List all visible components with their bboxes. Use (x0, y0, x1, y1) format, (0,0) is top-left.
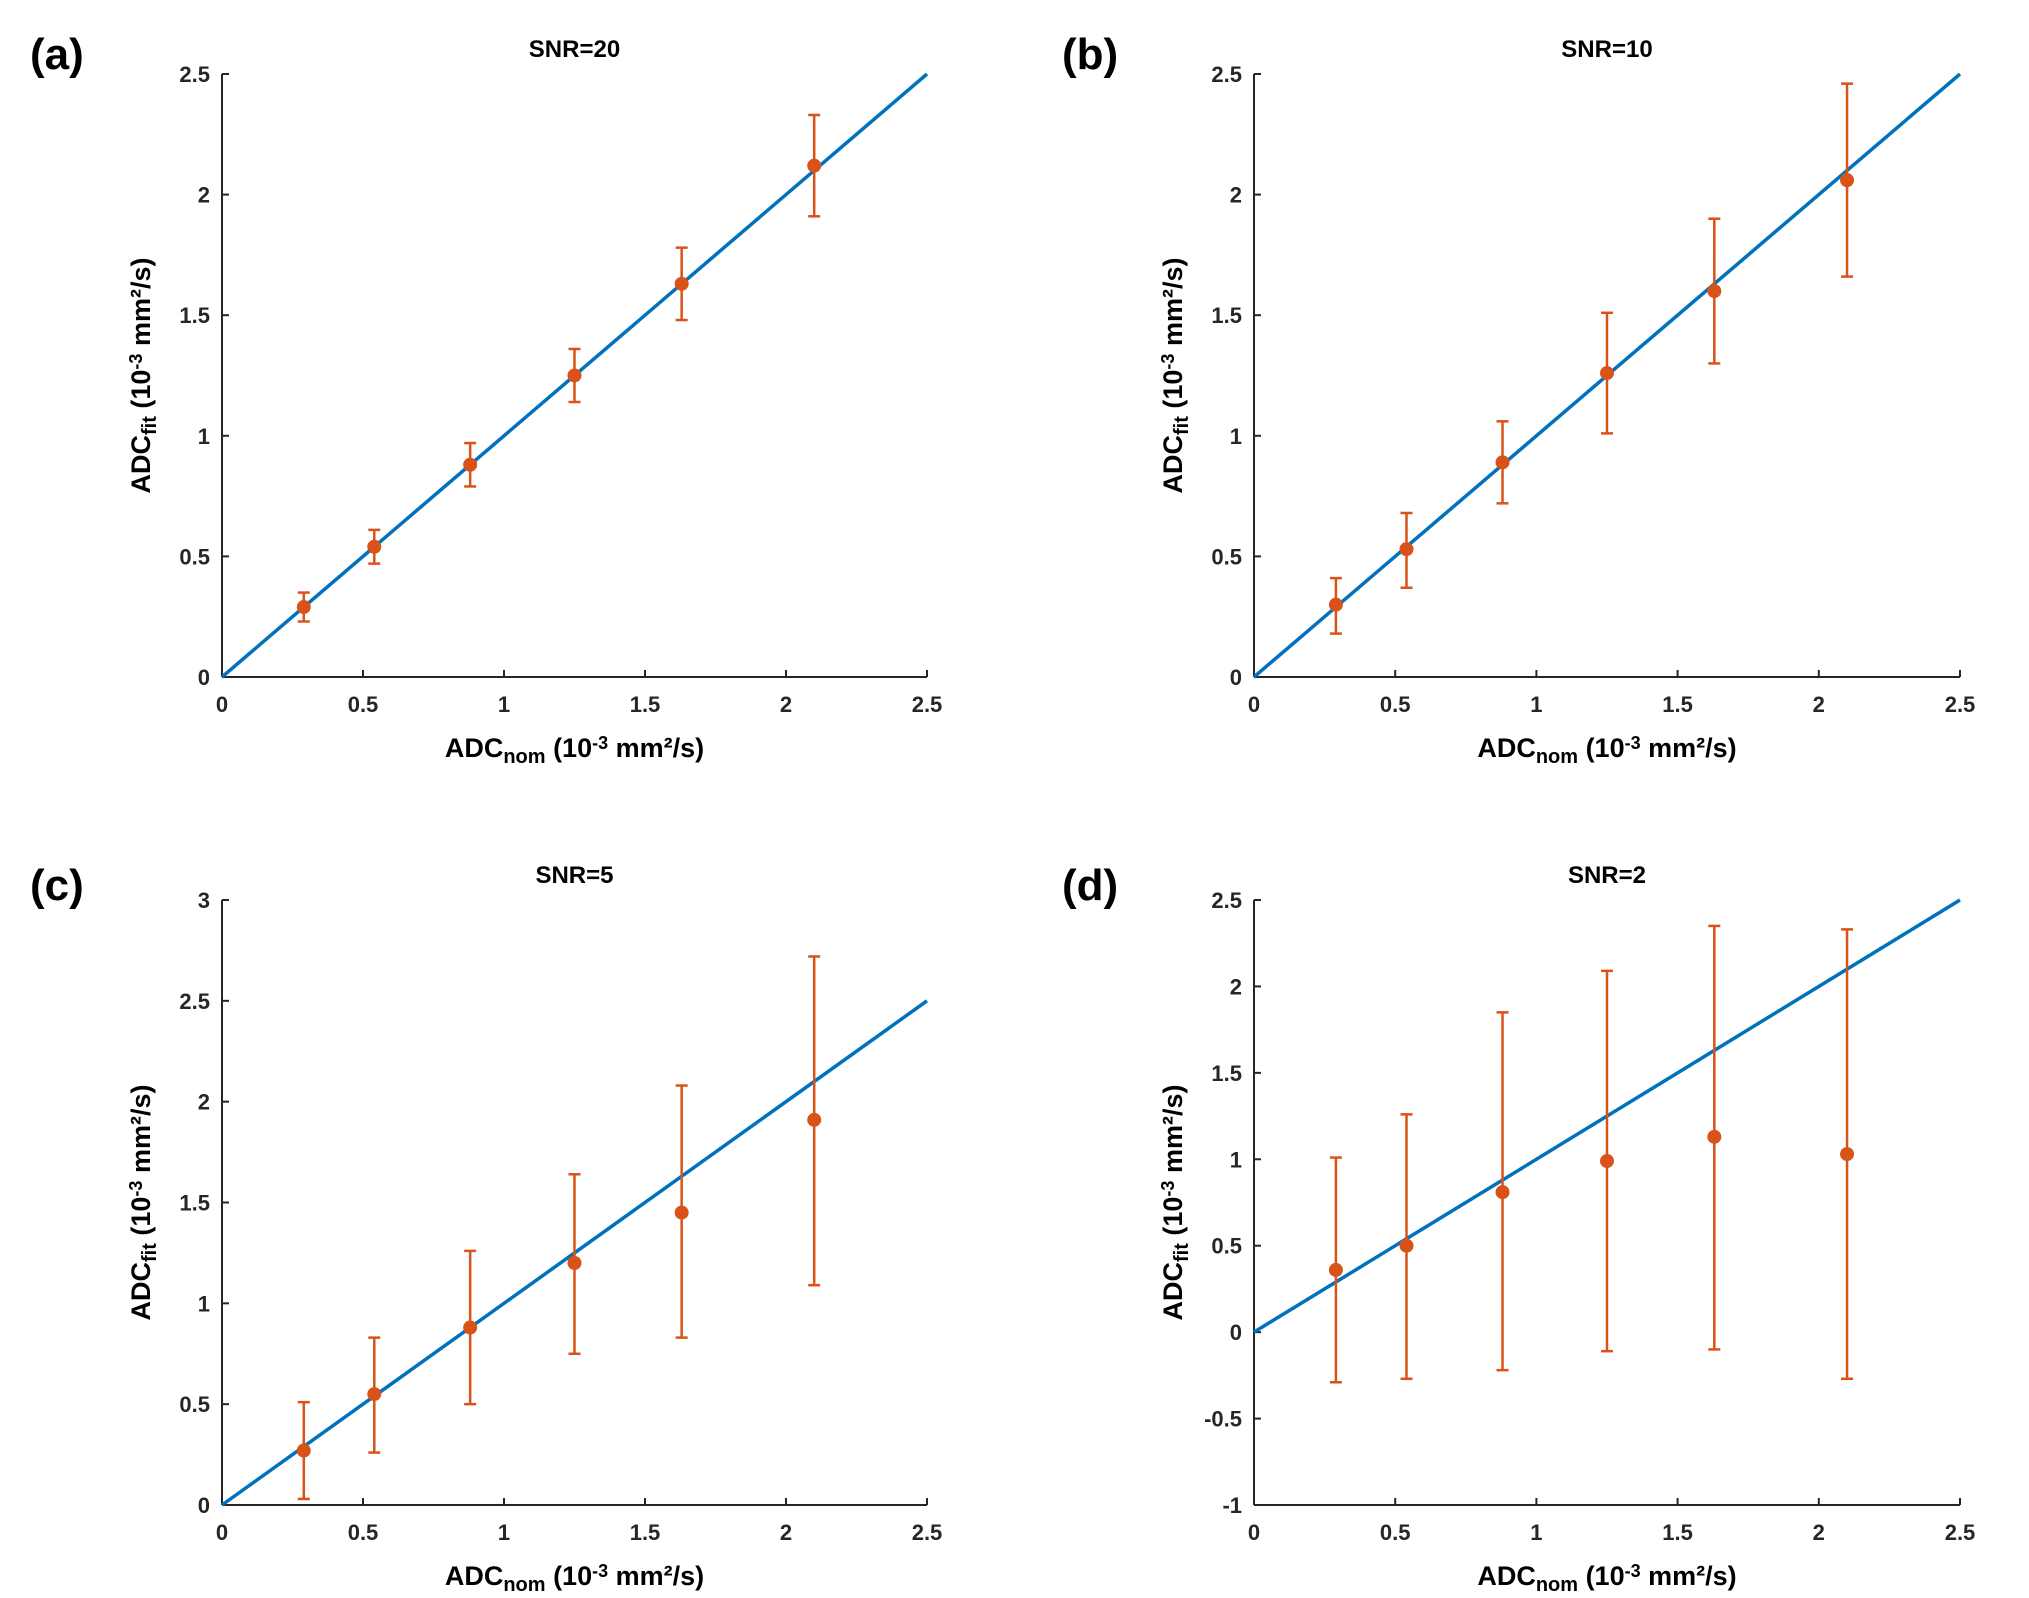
chart-title: SNR=10 (1561, 36, 1652, 63)
y-tick-label: 2 (198, 183, 210, 208)
data-point (1600, 1154, 1614, 1169)
y-axis-label: ADCfit (10-3 mm²/s) (126, 1085, 161, 1321)
x-tick-label: 1 (1530, 692, 1542, 717)
chart-panel-d: 0 0.5 1 1.5 2 2.5 -1 -0.5 0 0.5 1 1.5 2 2.5 SNR=2 ADCno… (1158, 862, 1975, 1596)
x-tick-label: 1.5 (630, 1520, 661, 1545)
y-tick-label: 0 (198, 665, 210, 690)
y-tick-label: 3 (198, 888, 210, 913)
y-tick-label: 1 (1230, 424, 1242, 449)
x-tick-label: 0 (216, 1520, 228, 1545)
data-point (1495, 455, 1510, 470)
data-point (1600, 366, 1614, 381)
data-point (674, 1205, 689, 1220)
y-tick-label: 2.5 (1211, 888, 1242, 913)
panel-label-c: (c) (30, 861, 84, 910)
y-tick-label: 1 (1230, 1147, 1242, 1172)
panel-label-d: (d) (1062, 861, 1119, 910)
x-tick-label: 2.5 (1945, 692, 1976, 717)
x-axis-label: ADCnom (10-3 mm²/s) (445, 733, 704, 768)
y-tick-label: 0 (1230, 665, 1242, 690)
y-tick-label: -0.5 (1204, 1407, 1242, 1432)
x-tick-label: 2.5 (912, 1520, 943, 1545)
y-tick-label: 0.5 (1211, 544, 1242, 569)
x-tick-label: 0 (1248, 1520, 1260, 1545)
y-tick-label: 2 (1230, 974, 1242, 999)
data-point (296, 1443, 311, 1458)
x-tick-label: 1 (1530, 1520, 1542, 1545)
x-tick-label: 1.5 (1662, 1520, 1693, 1545)
data-point (1707, 284, 1722, 299)
data-point (1328, 597, 1343, 612)
y-tick-label: -1 (1222, 1493, 1242, 1518)
x-tick-label: 2.5 (1945, 1520, 1976, 1545)
y-axis-label: ADCfit (10-3 mm²/s) (1158, 1085, 1193, 1321)
y-axis-label: ADCfit (10-3 mm²/s) (126, 258, 161, 494)
chart-title: SNR=5 (535, 862, 613, 889)
y-tick-label: 2 (198, 1090, 210, 1115)
x-tick-label: 0.5 (1380, 692, 1411, 717)
y-tick-label: 1.5 (179, 1191, 210, 1216)
y-axis-label: ADCfit (10-3 mm²/s) (1158, 258, 1193, 494)
x-tick-label: 1.5 (630, 692, 661, 717)
x-tick-label: 0.5 (348, 1520, 379, 1545)
x-axis-label: ADCnom (10-3 mm²/s) (1477, 733, 1736, 768)
data-point (296, 600, 311, 615)
y-tick-label: 1.5 (179, 303, 210, 328)
data-point (367, 1387, 382, 1402)
panel-label-b: (b) (1062, 30, 1119, 79)
data-point (463, 457, 478, 472)
y-tick-label: 2.5 (1211, 62, 1242, 87)
y-tick-label: 0.5 (1211, 1234, 1242, 1259)
panel-label-a: (a) (30, 30, 84, 79)
y-tick-label: 2 (1230, 183, 1242, 208)
y-tick-label: 0.5 (179, 1392, 210, 1417)
data-point (1840, 1147, 1855, 1162)
y-tick-label: 0 (198, 1493, 210, 1518)
data-point (463, 1320, 478, 1335)
data-point (1495, 1185, 1510, 1200)
x-tick-label: 0 (216, 692, 228, 717)
x-tick-label: 1.5 (1662, 692, 1693, 717)
chart-title: SNR=2 (1568, 862, 1646, 889)
data-point (1399, 1238, 1414, 1253)
data-point (1328, 1262, 1343, 1277)
x-tick-label: 0.5 (348, 692, 379, 717)
x-tick-label: 2 (1813, 1520, 1825, 1545)
chart-panel-a: 0 0.5 1 1.5 2 2.5 0 0.5 1 1.5 2 2.5 SNR=20 ADCnom (10… (126, 36, 942, 768)
data-point (367, 539, 382, 554)
data-point (1840, 173, 1855, 188)
x-axis-label: ADCnom (10-3 mm²/s) (1477, 1561, 1736, 1596)
y-tick-label: 1 (198, 424, 210, 449)
y-tick-label: 1 (198, 1291, 210, 1316)
data-point (1707, 1129, 1722, 1144)
data-point (674, 276, 689, 291)
data-point (567, 368, 582, 383)
y-tick-label: 1.5 (1211, 303, 1242, 328)
x-axis-label: ADCnom (10-3 mm²/s) (445, 1561, 704, 1596)
x-tick-label: 0 (1248, 692, 1260, 717)
y-tick-label: 0 (1230, 1320, 1242, 1345)
data-point (807, 1112, 822, 1127)
x-tick-label: 2.5 (912, 692, 943, 717)
data-point (567, 1256, 582, 1270)
y-tick-label: 1.5 (1211, 1061, 1242, 1086)
x-tick-label: 2 (780, 1520, 792, 1545)
data-point (1399, 542, 1414, 557)
data-point (807, 158, 822, 173)
chart-panel-c: 0 0.5 1 1.5 2 2.5 0 0.5 1 1.5 2 2.5 3 SNR=5 ADCnom (10… (126, 862, 942, 1596)
x-tick-label: 1 (498, 1520, 510, 1545)
x-tick-label: 2 (780, 692, 792, 717)
chart-title: SNR=20 (529, 36, 620, 63)
x-tick-label: 0.5 (1380, 1520, 1411, 1545)
y-tick-label: 2.5 (179, 989, 210, 1014)
y-tick-label: 0.5 (179, 544, 210, 569)
x-tick-label: 2 (1813, 692, 1825, 717)
y-tick-label: 2.5 (179, 62, 210, 87)
chart-panel-b: 0 0.5 1 1.5 2 2.5 0 0.5 1 1.5 2 2.5 SNR=10 ADCnom (10… (1158, 36, 1975, 768)
x-tick-label: 1 (498, 692, 510, 717)
